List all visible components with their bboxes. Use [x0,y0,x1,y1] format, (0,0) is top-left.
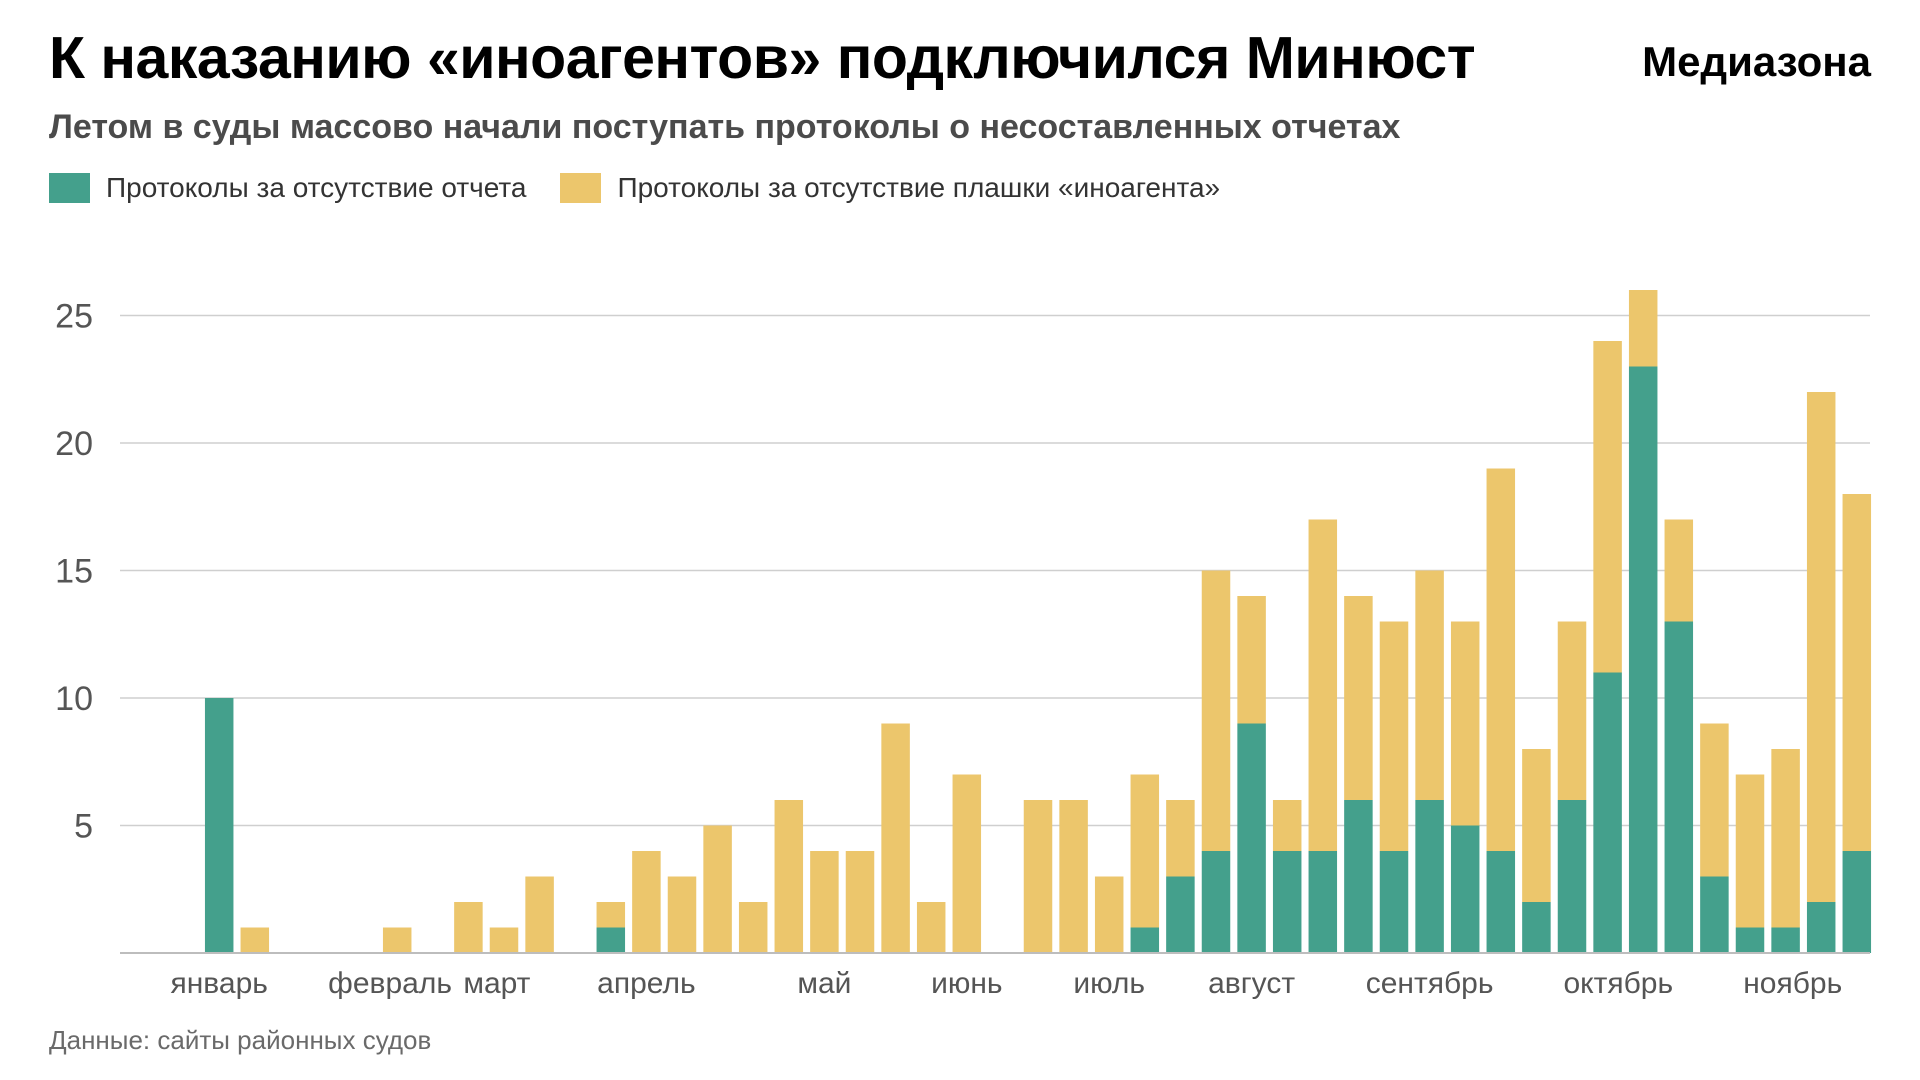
bar-label-week-41 [1593,341,1622,673]
bar-report-week-40 [1557,800,1587,953]
bar-label-week-30 [1201,570,1231,851]
x-tick-label-10: ноябрь [1743,967,1842,1000]
bar-report-week-41 [1593,672,1622,953]
bar-label-week-18 [774,800,804,953]
bar-report-week-35 [1379,851,1409,953]
x-tick-label-5: июнь [931,967,1002,1000]
bar-label-week-3 [240,927,270,953]
bar-report-week-34 [1344,800,1373,953]
bar-report-week-13 [596,927,626,953]
bar-label-week-45 [1735,774,1765,928]
bar-label-week-44 [1700,723,1729,877]
y-tick-label-15: 15 [55,553,93,591]
x-tick-label-3: апрель [597,967,695,1000]
bar-label-week-26 [1059,800,1088,953]
bar-label-week-47 [1806,392,1836,902]
x-tick-label-7: август [1208,967,1295,1000]
bar-label-week-28 [1130,774,1160,928]
bar-label-week-21 [881,723,910,953]
bar-label-week-36 [1415,570,1444,800]
y-tick-label-5: 5 [74,808,93,846]
bar-label-week-38 [1486,468,1516,851]
legend-item-report: Протоколы за отсутствие отчета [49,172,526,204]
bar-label-week-19 [810,851,839,953]
bar-report-week-31 [1237,723,1266,953]
bar-label-week-39 [1522,749,1551,902]
x-tick-label-4: май [797,967,851,1000]
bar-label-week-43 [1664,519,1694,622]
bar-label-week-34 [1344,596,1373,800]
bar-report-week-45 [1735,927,1765,953]
bar-report-week-2 [204,698,234,953]
bar-label-week-46 [1771,749,1800,928]
y-tick-label-10: 10 [55,680,93,718]
data-source: Данные: сайты районных судов [49,1025,432,1055]
legend-label-report: Протоколы за отсутствие отчета [106,172,527,203]
legend-swatch-label [560,173,602,203]
bar-report-week-32 [1272,851,1302,953]
bar-label-week-7 [382,927,412,953]
bar-report-week-30 [1201,851,1231,953]
bar-report-week-48 [1842,851,1872,953]
legend-swatch-report [49,173,90,203]
bar-label-week-40 [1557,621,1587,800]
legend: Протоколы за отсутствие отчета Протоколы… [49,172,1254,204]
bar-report-week-39 [1522,902,1551,953]
x-tick-label-6: июль [1073,967,1145,1000]
bar-label-week-33 [1308,519,1338,851]
bar-label-week-17 [738,902,768,953]
x-tick-label-9: октябрь [1563,967,1673,1000]
bar-label-week-37 [1450,621,1480,826]
bar-label-week-11 [525,876,554,953]
brand-logo: Медиазона [1642,38,1871,85]
x-tick-label-2: март [463,967,530,1000]
legend-label-label: Протоколы за отсутствие плашки «иноагент… [617,172,1221,203]
bar-report-week-29 [1166,876,1195,953]
x-tick-label-1: февраль [328,967,452,1000]
bar-label-week-48 [1842,494,1872,851]
bar-label-week-16 [703,825,732,953]
x-tick-label-8: сентябрь [1366,967,1494,1000]
x-tick-label-0: январь [170,967,267,1000]
bar-report-week-37 [1450,825,1480,953]
bar-label-week-22 [916,902,946,953]
bar-report-week-28 [1130,927,1160,953]
chart-title: К наказанию «иноагентов» подключился Мин… [49,25,1476,91]
bar-report-week-36 [1415,800,1444,953]
bar-report-week-47 [1806,902,1836,953]
bar-report-week-44 [1700,876,1729,953]
chart-subtitle: Летом в суды массово начали поступать пр… [49,108,1401,146]
bar-label-week-10 [489,927,519,953]
bar-label-week-42 [1628,290,1658,367]
bar-label-week-14 [632,851,661,953]
bar-label-week-31 [1237,596,1266,724]
bar-label-week-27 [1094,876,1124,953]
bar-label-week-32 [1272,800,1302,851]
bar-report-week-46 [1771,927,1800,953]
legend-item-label: Протоколы за отсутствие плашки «иноагент… [560,172,1220,204]
bar-report-week-42 [1628,366,1658,953]
bar-report-week-43 [1664,621,1694,953]
bar-label-week-35 [1379,621,1409,851]
bar-label-week-13 [596,902,626,928]
y-tick-label-20: 20 [55,425,93,463]
y-tick-label-25: 25 [55,298,93,336]
bar-report-week-33 [1308,851,1338,953]
bar-report-week-38 [1486,851,1516,953]
bar-label-week-23 [952,774,982,953]
bar-label-week-20 [845,851,875,953]
bar-label-week-29 [1166,800,1195,877]
bar-label-week-15 [667,876,697,953]
bar-label-week-9 [454,902,483,953]
bar-label-week-25 [1023,800,1053,953]
